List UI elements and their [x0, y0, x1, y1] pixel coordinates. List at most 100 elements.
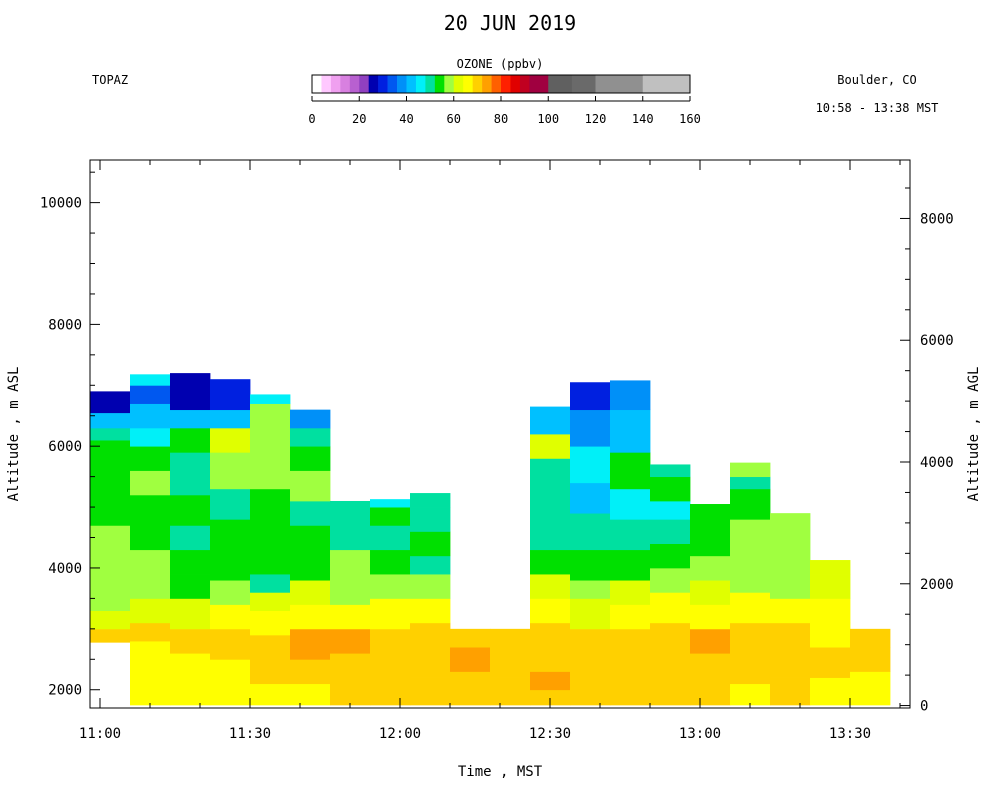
ozone-cell [370, 683, 411, 706]
ozone-cell [170, 689, 211, 706]
ozone-cell [90, 391, 131, 414]
y-right-tick-label: 8000 [920, 211, 954, 227]
ozone-cell [170, 452, 211, 496]
ozone-cell [170, 409, 211, 429]
ozone-cell [450, 628, 491, 648]
ozone-cell [650, 567, 691, 593]
y-right-tick-label: 6000 [920, 333, 954, 349]
ozone-cell [410, 555, 451, 575]
ozone-cell [650, 683, 691, 706]
ozone-cell [690, 555, 731, 581]
ozone-cell [210, 659, 251, 691]
ozone-cell [690, 504, 731, 526]
ozone-cell [690, 525, 731, 557]
ozone-cell [250, 488, 291, 544]
ozone-cell [290, 628, 331, 660]
ozone-cell [570, 513, 611, 551]
ozone-cell [130, 446, 171, 471]
ozone-cell [690, 604, 731, 630]
x-tick-label: 13:30 [829, 726, 871, 742]
ozone-cell [690, 628, 731, 654]
colorbar-bin [491, 75, 502, 93]
ozone-cell [210, 555, 251, 581]
ozone-cell [570, 598, 611, 630]
ozone-cell [370, 499, 411, 508]
y-left-tick-label: 6000 [48, 439, 82, 455]
ozone-cell [170, 525, 211, 551]
colorbar-tick-label: 40 [399, 112, 413, 126]
y-left-tick-label: 8000 [48, 317, 82, 333]
colorbar-bin [453, 75, 464, 93]
colorbar-bin [482, 75, 492, 93]
ozone-cell [250, 403, 291, 429]
ozone-cell [290, 500, 331, 526]
colorbar-bin [529, 75, 549, 93]
colorbar-bin [312, 75, 322, 93]
ozone-cell [290, 580, 331, 605]
ozone-cell [610, 628, 651, 654]
ozone-cell [290, 659, 331, 685]
colorbar-bin [368, 75, 379, 93]
colorbar-bin [463, 75, 473, 93]
ozone-cell [410, 493, 451, 508]
ozone-cell [810, 677, 851, 706]
y-left-tick-label: 4000 [48, 561, 82, 577]
ozone-cell [770, 513, 811, 575]
colorbar-tick-label: 160 [679, 112, 701, 126]
ozone-cell [610, 604, 651, 630]
ozone-cell [90, 628, 131, 643]
ozone-cell [530, 488, 571, 520]
colorbar-bin [519, 75, 530, 93]
ozone-cell [730, 488, 771, 520]
ozone-cell [530, 549, 571, 575]
colorbar-bin [595, 75, 644, 93]
ozone-cell [250, 683, 291, 706]
ozone-cell [210, 689, 251, 706]
ozone-cell [90, 488, 131, 526]
ozone-cell [130, 598, 171, 624]
ozone-cell [130, 549, 171, 575]
ozone-cell [450, 671, 491, 706]
ozone-cell [330, 604, 371, 630]
ozone-cell [410, 647, 451, 678]
colorbar-bin [387, 75, 398, 93]
ozone-cell [410, 622, 451, 648]
ozone-cell [130, 470, 171, 496]
colorbar-ticks: 0 20 40 60 80 100 120 140 160 [308, 96, 701, 126]
ozone-cell [290, 409, 331, 429]
site-label: TOPAZ [92, 73, 128, 87]
ozone-cell [210, 604, 251, 630]
ozone-cell [250, 610, 291, 636]
ozone-cell [130, 622, 171, 642]
x-tick-label: 12:30 [529, 726, 571, 742]
x-tick-label: 11:00 [79, 726, 121, 742]
ozone-cell [250, 427, 291, 459]
ozone-cell [370, 549, 411, 575]
axis-ticks: 11:00 11:30 12:00 12:30 13:00 13:30 2000 4000 60… [40, 160, 954, 742]
ozone-cell [530, 406, 571, 435]
ozone-cell [730, 647, 771, 685]
ozone-cell [330, 500, 371, 520]
colorbar-bin [642, 75, 691, 93]
colorbar-bin [425, 75, 436, 93]
colorbar-tick-label: 120 [585, 112, 607, 126]
colorbar-bin [330, 75, 341, 93]
ozone-cell [770, 574, 811, 599]
ozone-cell [610, 409, 651, 453]
ozone-cell [130, 385, 171, 404]
ozone-cell [290, 549, 331, 581]
colorbar-bin [472, 75, 483, 93]
ozone-cell [250, 592, 291, 611]
ozone-cell [610, 683, 651, 706]
ozone-cell [130, 671, 171, 697]
ozone-cell [330, 549, 371, 575]
location-label: Boulder, CO [837, 73, 916, 87]
ozone-cell [130, 403, 171, 429]
ozone-cell [570, 409, 611, 447]
ozone-cell [570, 653, 611, 685]
ozone-cell [370, 507, 411, 526]
colorbar [311, 74, 691, 94]
ozone-cell [570, 382, 611, 411]
ozone-cell [610, 653, 651, 685]
ozone-cell [530, 458, 571, 490]
